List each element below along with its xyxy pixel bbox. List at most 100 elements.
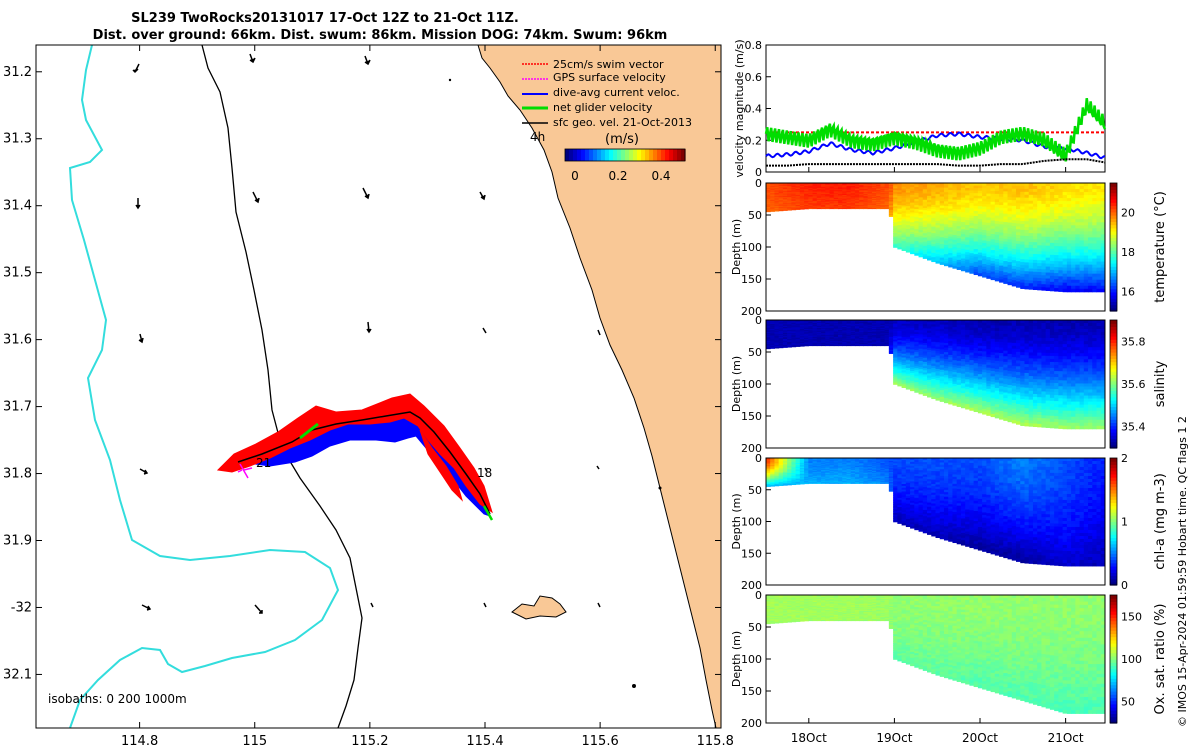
section-cell (982, 211, 987, 215)
section-cell (1024, 259, 1030, 263)
section-cell (888, 337, 894, 340)
section-cell (774, 323, 780, 325)
section-cell (1100, 264, 1106, 269)
section-cell (977, 201, 983, 205)
section-cell (884, 193, 890, 195)
section-cell (795, 207, 801, 210)
section-cell (871, 320, 877, 322)
section-cell (948, 248, 953, 252)
section-cell (867, 207, 873, 209)
section-cell (854, 327, 860, 330)
section-cell (829, 320, 835, 322)
section-cell (999, 213, 1004, 217)
section-cell (977, 327, 983, 331)
section-cell (816, 337, 822, 339)
section-cell (956, 363, 962, 367)
section-cell (918, 334, 924, 337)
section-cell (960, 204, 966, 208)
section-cell (927, 354, 932, 357)
section-cell (854, 342, 860, 344)
section-cell (808, 332, 814, 335)
section-cell (1058, 255, 1064, 259)
section-cell (982, 364, 987, 368)
section-cell (960, 358, 966, 362)
section-cell (880, 189, 886, 191)
section-cell (782, 343, 788, 345)
section-cell (931, 322, 936, 325)
section-cell (986, 217, 992, 221)
section-cell (859, 196, 864, 198)
section-cell (1075, 204, 1081, 208)
sfc-geo-arrow (596, 465, 600, 470)
section-cell (918, 377, 924, 380)
section-cell (1037, 218, 1042, 223)
section-cell (846, 327, 852, 329)
section-cell (778, 335, 784, 337)
section-cell (829, 321, 835, 323)
section-cell (897, 241, 903, 244)
section-cell (1066, 186, 1072, 190)
section-cell (1062, 210, 1068, 214)
section-cell (982, 320, 987, 324)
section-cell (939, 378, 945, 382)
section-cell (931, 246, 936, 249)
section-cell (821, 328, 826, 330)
section-cell (986, 335, 992, 340)
section-cell (927, 326, 932, 330)
section-cell (999, 254, 1004, 258)
section-cell (833, 332, 839, 334)
section-cell (1083, 237, 1089, 241)
section-cell (825, 344, 831, 347)
section-cell (973, 256, 979, 260)
section-cell (977, 363, 983, 367)
section-cell (876, 322, 881, 325)
section-cell (948, 336, 953, 340)
section-cell (914, 340, 920, 343)
section-cell (1011, 211, 1017, 215)
section-cell (778, 201, 784, 203)
section-cell (816, 327, 822, 329)
section-cell (905, 366, 911, 369)
section-cell (914, 239, 920, 242)
section-cell (1100, 282, 1106, 287)
section-cell (816, 185, 822, 188)
section-cell (893, 327, 898, 330)
section-cell (787, 184, 792, 186)
section-cell (973, 259, 979, 263)
section-cell (829, 343, 835, 345)
section-cell (956, 216, 962, 220)
section-cell (982, 380, 987, 384)
section-cell (977, 343, 983, 347)
section-cell (778, 343, 784, 346)
section-y-tick-label: 200 (741, 305, 762, 318)
section-colorbar-cell (1110, 253, 1117, 258)
section-cell (1020, 209, 1025, 213)
section-cell (939, 232, 945, 236)
section-cell (888, 329, 894, 331)
section-cell (884, 320, 890, 322)
section-cell (939, 371, 945, 375)
section-cell (922, 347, 928, 350)
map-x-tick-label: 115.4 (466, 734, 503, 749)
section-cell (1003, 191, 1009, 195)
section-cell (838, 185, 843, 187)
section-cell (922, 353, 928, 357)
section-cell (1088, 288, 1093, 293)
section-cell (838, 340, 843, 342)
section-cell (770, 333, 775, 335)
section-cell (965, 262, 970, 266)
section-cell (766, 198, 771, 200)
section-cell (833, 333, 839, 335)
section-cell (854, 329, 860, 332)
section-cell (939, 324, 945, 328)
section-cell (770, 183, 775, 185)
section-cell (1062, 243, 1068, 247)
section-cell (850, 190, 856, 193)
section-cell (893, 378, 898, 382)
section-cell (948, 217, 953, 221)
section-cell (922, 372, 928, 375)
section-cell (859, 344, 864, 347)
section-cell (876, 320, 881, 322)
section-cell (821, 334, 826, 337)
